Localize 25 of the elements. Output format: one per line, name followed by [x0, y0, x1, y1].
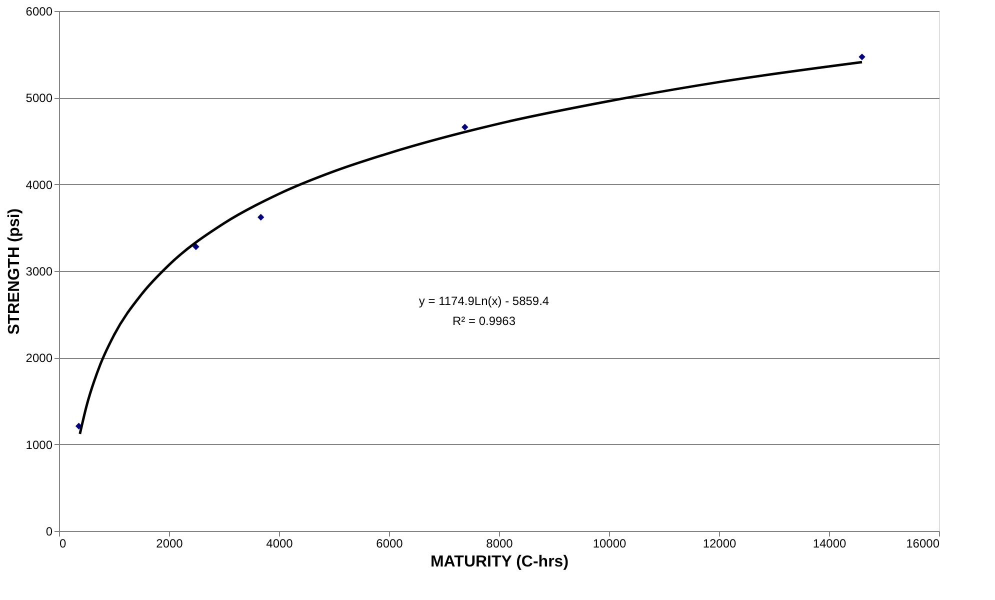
y-tick-label: 4000	[26, 178, 53, 192]
x-tick-label: 0	[60, 536, 66, 550]
y-axis-title: STRENGTH (psi)	[6, 208, 23, 335]
annotation: R² = 0.9963	[452, 314, 516, 328]
y-tick-label: 2000	[26, 351, 53, 366]
y-tick-label: 3000	[26, 264, 53, 278]
x-tick-label: 12000	[702, 536, 737, 550]
x-tick-label: 10000	[592, 536, 627, 550]
line-series	[78, 60, 864, 436]
x-tick-label: 14000	[812, 536, 847, 550]
x-tick-label: 4000	[266, 536, 294, 550]
x-tick-label: 16000	[906, 536, 940, 550]
point	[192, 243, 200, 250]
y-tick-label: 1000	[26, 438, 53, 452]
point	[257, 214, 264, 221]
y-tick-label: 6000	[26, 4, 53, 18]
x-axis-title: MATURITY (C-hrs)	[430, 554, 569, 570]
point	[858, 54, 866, 60]
x-tick-label: 8000	[486, 536, 514, 550]
x-tick-label: 6000	[376, 536, 404, 550]
x-tick-label: 2000	[156, 536, 184, 550]
annotation: y = 1174.9Ln(x) - 5859.4	[418, 294, 550, 308]
y-tick-label: 0	[46, 524, 53, 538]
y-tick-label: 5000	[26, 91, 53, 106]
point	[462, 124, 468, 130]
